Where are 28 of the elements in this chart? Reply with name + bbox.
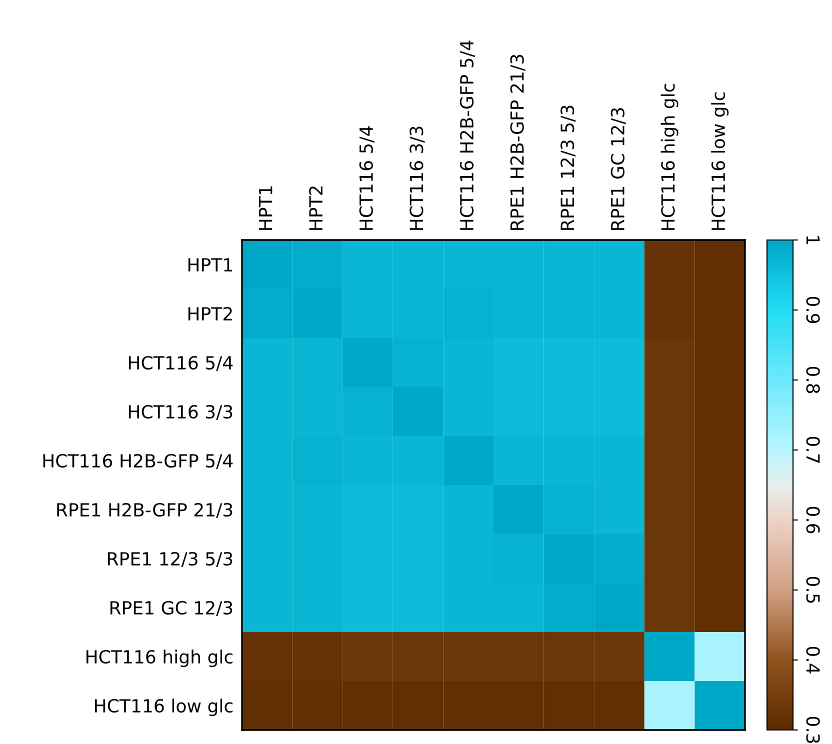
color-bar-label: 0.7 <box>806 436 820 463</box>
x-tick-label: HCT116 low glc <box>711 92 729 230</box>
color-bar-label: 1 <box>806 236 820 244</box>
color-bar-label: 0.4 <box>806 646 820 674</box>
color-bar-label: 0.3 <box>806 716 820 743</box>
x-tick-label: HCT116 high glc <box>660 84 678 230</box>
x-tick-label: RPE1 H2B-GFP 21/3 <box>510 54 526 230</box>
color-bar-label: 0.5 <box>806 576 820 603</box>
y-tick-label: HCT116 low glc <box>95 698 233 716</box>
y-tick-label: RPE1 12/3 5/3 <box>108 552 232 568</box>
x-tick-label: HPT1 <box>258 186 272 230</box>
x-tick-label: HPT2 <box>309 186 322 230</box>
y-tick-label: HCT116 high glc <box>86 650 233 668</box>
x-tick-label: RPE1 GC 12/3 <box>610 108 626 230</box>
color-bar-label: 0.6 <box>806 506 820 534</box>
x-tick-label: HCT116 H2B-GFP 5/4 <box>460 40 476 230</box>
y-tick-label: HCT116 H2B-GFP 5/4 <box>43 454 233 470</box>
y-tick-label: HCT116 5/4 <box>128 356 233 372</box>
color-bar-label: 0.8 <box>806 366 820 394</box>
x-tick-label: RPE1 12/3 5/3 <box>560 106 576 230</box>
color-bar-label: 0.9 <box>806 296 820 324</box>
y-tick-label: HCT116 3/3 <box>128 404 232 420</box>
x-tick-label: HCT116 3/3 <box>410 126 425 230</box>
y-tick-label: HPT2 <box>188 306 232 320</box>
y-tick-label: RPE1 H2B-GFP 21/3 <box>57 502 232 518</box>
y-tick-label: RPE1 GC 12/3 <box>110 600 232 616</box>
y-tick-label: HPT1 <box>188 258 232 272</box>
x-tick-label: HCT116 5/4 <box>359 126 374 230</box>
